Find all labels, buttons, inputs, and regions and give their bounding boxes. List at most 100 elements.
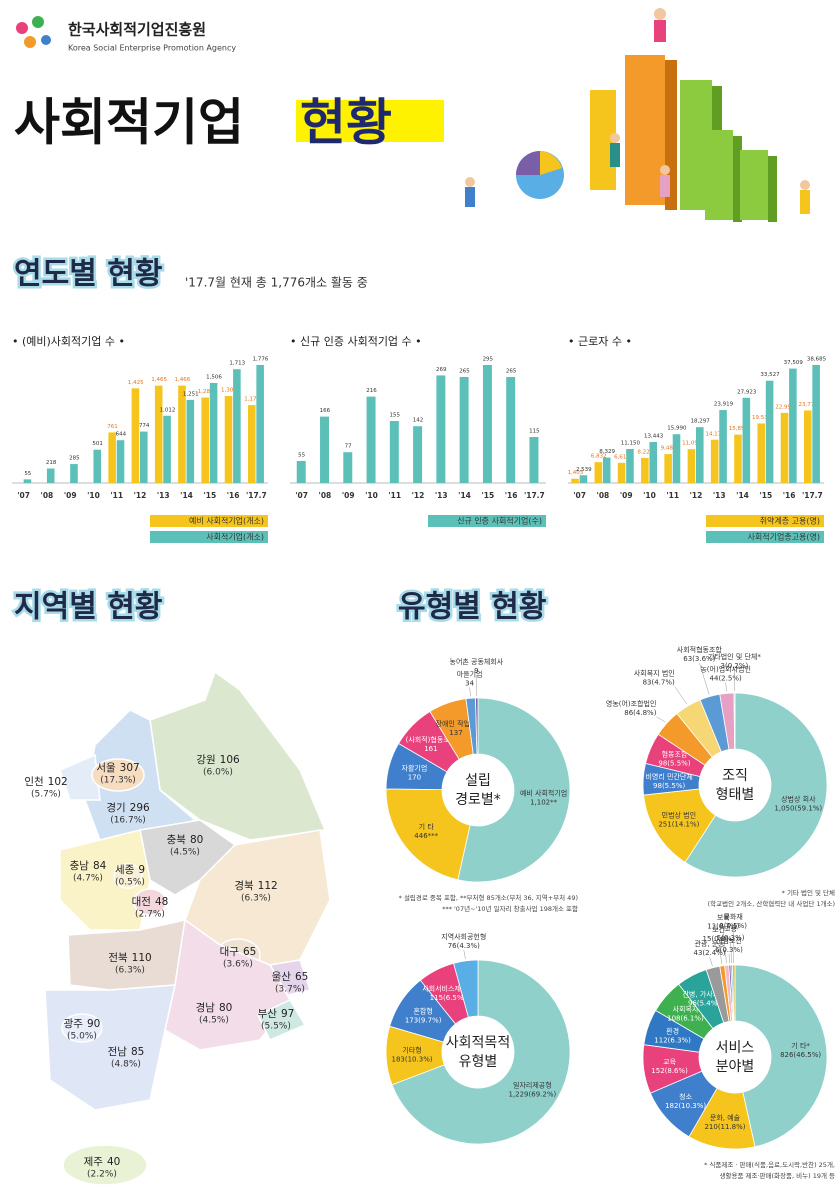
pie-slice xyxy=(385,788,471,881)
logo xyxy=(16,16,51,48)
bar xyxy=(163,415,171,483)
value-label: 1,172 xyxy=(244,397,260,403)
leader-line xyxy=(730,942,732,964)
leader-line xyxy=(699,662,710,695)
value-label: 38,685 xyxy=(807,357,827,363)
pie-center xyxy=(700,750,770,820)
leader-line xyxy=(725,682,727,692)
bar xyxy=(186,399,195,483)
x-tick-label: '15 xyxy=(481,491,494,500)
bar xyxy=(696,427,704,483)
value-label: 13,443 xyxy=(644,433,664,439)
slice-label: 사회서비스제공형 xyxy=(422,984,474,993)
bar xyxy=(579,475,588,483)
slice-value: 86(4.8%) xyxy=(624,709,656,717)
value-label: 285 xyxy=(69,456,80,462)
bar xyxy=(765,380,774,483)
pie-title: 경로별* xyxy=(455,792,501,808)
slice-value: 115(6.5%) xyxy=(430,994,467,1002)
slice-label: 기타법인 및 단체* xyxy=(708,652,762,661)
slice-label: 농어촌 공동체회사 xyxy=(450,657,504,666)
x-tick-label: '16 xyxy=(227,491,240,500)
legend-label: 예비 사회적기업(개소) xyxy=(189,516,264,526)
slice-value: 170 xyxy=(408,773,421,781)
leader-line xyxy=(723,930,727,964)
slice-value: 44(2.5%) xyxy=(710,674,742,682)
section-title: 지역별 현황 xyxy=(14,590,162,625)
page-title-highlight: 현황 xyxy=(300,94,392,152)
slice-label: 상법상 회사 xyxy=(781,795,816,804)
bar xyxy=(529,437,539,483)
leader-line xyxy=(469,687,471,697)
value-label: 1,713 xyxy=(229,361,245,367)
region-name: 제주 xyxy=(84,1156,104,1168)
value-label: 774 xyxy=(139,423,150,429)
region-name: 충북 xyxy=(167,834,187,846)
legend-swatch xyxy=(150,531,268,543)
slice-value: 108(6.1%) xyxy=(667,1014,704,1022)
region-label: 경기 296 xyxy=(106,801,150,814)
pie-center xyxy=(700,1022,770,1092)
section-title: 유형별 현황 xyxy=(398,590,546,625)
slice-value: 173(9.7%) xyxy=(405,1016,442,1024)
slice-value: 1,229(69.2%) xyxy=(508,1090,556,1098)
region-label: 경북 112 xyxy=(234,879,277,892)
x-tick-label: '17.7 xyxy=(246,491,267,500)
legend-swatch xyxy=(428,515,546,527)
pie-slice xyxy=(475,697,479,755)
bar xyxy=(594,462,603,483)
x-tick-label: '16 xyxy=(783,491,796,500)
region-label: 서울 307 xyxy=(96,762,139,774)
slice-value: 5(0.3%) xyxy=(717,934,745,942)
bar xyxy=(780,412,789,483)
pie-title: 설립 xyxy=(465,773,491,789)
value-label: 1,506 xyxy=(206,374,222,380)
bar xyxy=(803,410,812,483)
pie-title: 분야별 xyxy=(716,1059,755,1075)
region-label: 충남 84 xyxy=(70,860,107,872)
region-share: (2.7%) xyxy=(135,910,165,920)
region-label: 부산 97 xyxy=(258,1008,295,1020)
region-count: 90 xyxy=(87,1018,100,1030)
legend-label: 신규 인증 사회적기업(수) xyxy=(457,516,542,526)
section-title: 연도별 현황 xyxy=(14,257,162,292)
bar xyxy=(93,449,102,483)
region-count: 307 xyxy=(120,762,140,774)
title-highlight-bg xyxy=(296,100,444,142)
pie-title: 서비스 xyxy=(716,1040,755,1056)
slice-label: 영농(어)조합법인 xyxy=(606,699,657,708)
pie-center xyxy=(443,755,513,825)
value-label: 155 xyxy=(389,413,400,419)
slice-label: 기타형 xyxy=(402,1046,421,1055)
slice-value: 251(14.1%) xyxy=(658,821,699,829)
bar xyxy=(366,396,376,483)
leader-line xyxy=(463,949,466,959)
region-name: 강원 xyxy=(196,754,215,766)
slice-label: 문화, 예술 xyxy=(710,1113,741,1122)
x-tick-label: '09 xyxy=(342,491,355,500)
region-count: 85 xyxy=(131,1046,144,1058)
x-tick-label: '15 xyxy=(203,491,216,500)
region-name: 부산 xyxy=(258,1008,278,1020)
x-tick-label: '11 xyxy=(388,491,401,500)
slice-label: 농(어)업회사법인 xyxy=(700,664,751,673)
slice-value: 76(4.3%) xyxy=(448,942,480,950)
pie-slice xyxy=(457,697,571,883)
region-share: (4.5%) xyxy=(170,848,200,858)
value-label: 8,329 xyxy=(599,449,615,455)
leader-line xyxy=(732,930,734,964)
bar xyxy=(343,452,353,483)
slice-label: 환경 xyxy=(666,1026,679,1035)
value-label: 9,488 xyxy=(661,446,677,452)
bar xyxy=(389,421,399,483)
legend-label: 사회적기업총고용(명) xyxy=(748,532,820,542)
region-count: 112 xyxy=(258,880,278,892)
slice-label: 청소 xyxy=(679,1093,692,1101)
region-share: (4.8%) xyxy=(111,1060,141,1070)
footnote: * 식품제조 · 판매(식품,음료,도시락,반찬) 25개, xyxy=(704,1160,835,1169)
bar xyxy=(256,365,264,483)
slice-value: 1,050(59.1%) xyxy=(774,805,822,813)
value-label: 14,179 xyxy=(705,431,725,437)
slice-label: 자활기업 xyxy=(402,763,428,772)
x-tick-label: '13 xyxy=(157,491,170,500)
